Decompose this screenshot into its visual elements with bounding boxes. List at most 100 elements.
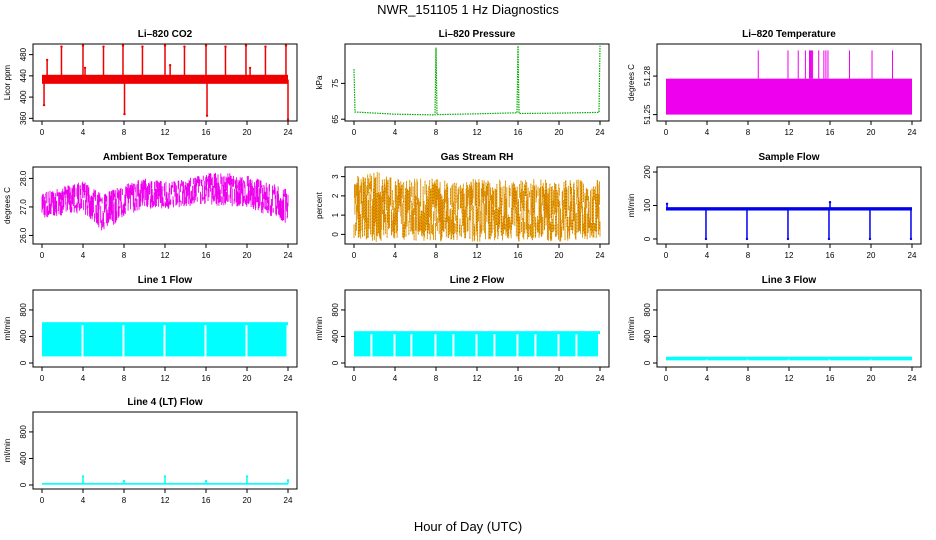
y-tick-label: 800 xyxy=(331,303,340,317)
x-tick-label: 20 xyxy=(555,251,564,260)
gap-mark xyxy=(869,359,872,361)
x-tick-label: 12 xyxy=(473,128,482,137)
gap-mark xyxy=(245,325,248,357)
chart-title: Line 4 (LT) Flow xyxy=(127,397,203,408)
y-axis-label: ml/min xyxy=(3,439,12,463)
y-tick-label: 0 xyxy=(331,232,340,237)
data-band xyxy=(666,207,912,211)
y-tick-label: 2 xyxy=(331,193,340,198)
x-tick-label: 4 xyxy=(81,251,86,260)
data-point xyxy=(121,44,125,47)
data-point xyxy=(81,475,85,478)
y-tick-label: 75 xyxy=(331,78,340,87)
y-tick-label: 1 xyxy=(331,212,340,217)
gap-mark xyxy=(828,359,831,361)
x-tick-label: 20 xyxy=(243,128,252,137)
data-point xyxy=(224,45,227,48)
data-point xyxy=(245,475,249,478)
plot-frame xyxy=(344,43,610,122)
x-tick-label: 20 xyxy=(867,251,876,260)
x-tick-label: 4 xyxy=(705,251,710,260)
x-tick-label: 16 xyxy=(514,128,523,137)
y-tick-label: 65 xyxy=(331,114,340,123)
y-tick-label: 3 xyxy=(331,174,340,179)
data-point xyxy=(102,45,105,48)
x-tick-label: 12 xyxy=(473,374,482,383)
y-tick-label: 0 xyxy=(19,482,28,487)
x-tick-label: 20 xyxy=(243,374,252,383)
x-tick-label: 4 xyxy=(81,374,86,383)
x-tick-label: 0 xyxy=(664,374,669,383)
x-tick-label: 20 xyxy=(867,128,876,137)
y-tick-label: 0 xyxy=(331,360,340,365)
x-tick-label: 24 xyxy=(284,251,293,260)
gap-mark xyxy=(81,325,84,357)
x-tick-label: 8 xyxy=(434,128,439,137)
x-tick-label: 20 xyxy=(243,496,252,505)
gap-mark xyxy=(746,359,749,361)
x-tick-label: 24 xyxy=(908,374,917,383)
series-line xyxy=(353,45,601,116)
x-tick-label: 4 xyxy=(705,374,710,383)
data-point xyxy=(704,237,708,241)
y-tick-label: 800 xyxy=(19,303,28,317)
x-tick-label: 12 xyxy=(161,251,170,260)
y-tick-label: 26.0 xyxy=(19,227,28,243)
chart-title: Li–820 Pressure xyxy=(439,29,516,40)
x-tick-label: 0 xyxy=(664,128,669,137)
y-tick-label: 440 xyxy=(19,69,28,83)
plot-area xyxy=(665,200,913,241)
data-point xyxy=(168,64,172,67)
y-tick-label: 0 xyxy=(643,236,652,241)
x-tick-label: 0 xyxy=(352,374,357,383)
y-tick-label: 400 xyxy=(643,329,652,343)
gap-mark xyxy=(475,334,478,357)
chart-panel: Ambient Box Temperature degrees C 0 4 8 12 16 2… xyxy=(3,152,298,260)
x-tick-label: 8 xyxy=(434,374,439,383)
x-tick-label: 0 xyxy=(40,128,45,137)
data-point xyxy=(248,66,252,70)
chart-panel: Line 1 Flow ml/min 0 4 8 12 16 20 24 0 400 800 xyxy=(3,275,298,383)
gap-mark xyxy=(493,334,496,357)
y-axis-label: ml/min xyxy=(627,317,636,341)
x-tick-label: 0 xyxy=(40,251,45,260)
x-tick-label: 4 xyxy=(81,128,86,137)
gap-mark xyxy=(410,334,413,357)
gap-mark xyxy=(705,359,708,361)
data-point xyxy=(123,112,126,116)
gap-mark xyxy=(534,334,537,357)
chart-panel: Li–820 Temperature degrees C 0 4 8 12 16 20 24 51… xyxy=(627,29,922,137)
data-point xyxy=(205,114,209,117)
data-point xyxy=(286,479,290,482)
x-tick-label: 8 xyxy=(434,251,439,260)
y-tick-label: 400 xyxy=(331,329,340,343)
data-point xyxy=(81,44,85,47)
y-tick-label: 400 xyxy=(19,329,28,343)
chart-title: Li–820 CO2 xyxy=(138,29,193,40)
gap-mark xyxy=(557,334,560,357)
data-point xyxy=(45,58,49,62)
data-band xyxy=(666,78,912,115)
data-point xyxy=(83,66,87,70)
plot-area xyxy=(666,356,912,361)
plot-frame xyxy=(656,166,922,245)
x-tick-label: 8 xyxy=(746,128,751,137)
y-axis-label: degrees C xyxy=(3,187,12,224)
x-tick-label: 16 xyxy=(514,251,523,260)
x-tick-label: 0 xyxy=(352,128,357,137)
data-point xyxy=(786,237,790,241)
y-axis-label: degrees C xyxy=(627,64,636,101)
data-point xyxy=(204,479,208,483)
data-point xyxy=(909,237,913,241)
x-tick-label: 24 xyxy=(908,128,917,137)
y-axis-label: ml/min xyxy=(315,317,324,341)
x-tick-label: 24 xyxy=(908,251,917,260)
y-tick-label: 0 xyxy=(643,360,652,365)
x-tick-label: 24 xyxy=(596,251,605,260)
plot-area xyxy=(42,322,289,357)
x-tick-label: 12 xyxy=(785,251,794,260)
x-tick-label: 16 xyxy=(202,374,211,383)
plot-frame xyxy=(656,289,922,368)
x-tick-label: 4 xyxy=(705,128,710,137)
x-tick-label: 20 xyxy=(867,374,876,383)
